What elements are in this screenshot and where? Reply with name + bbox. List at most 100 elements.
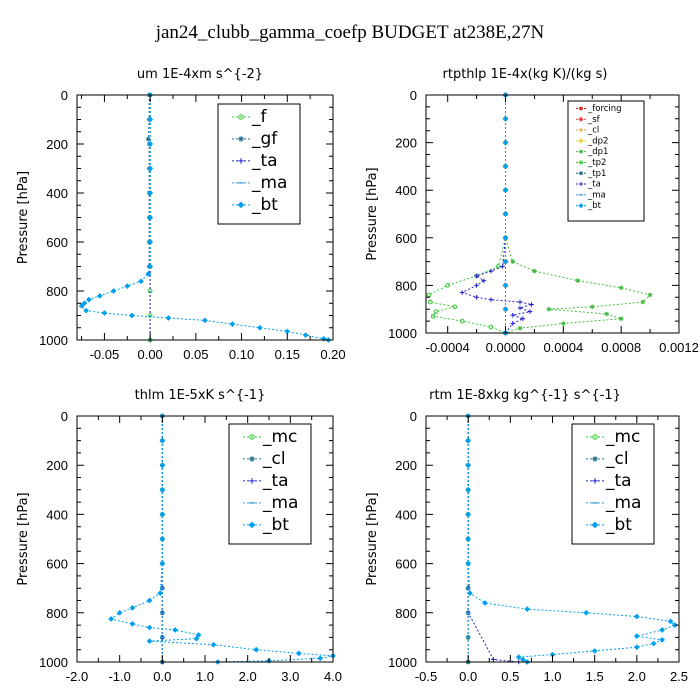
legend-label-bt: _bt — [605, 515, 632, 535]
legend-marker-f — [238, 114, 244, 120]
y-tick-label: 200 — [46, 458, 68, 473]
legend-marker-cl — [592, 456, 598, 462]
x-tick-label: -1.0 — [108, 669, 130, 684]
series-line-dp1 — [505, 95, 652, 334]
data-point-bt — [502, 258, 509, 265]
x-tick-label: 0.0004 — [543, 340, 583, 355]
x-tick-label: 0.20 — [320, 347, 345, 362]
data-point-ta — [474, 283, 479, 288]
legend-label-tp1: _tp1 — [587, 169, 606, 179]
y-tick-label: 1000 — [39, 655, 68, 670]
data-point-bt — [108, 616, 114, 622]
y-tick-label: 600 — [46, 557, 68, 572]
data-point-bt — [229, 321, 236, 327]
legend: _f_gf_ta_ma_bt — [217, 103, 301, 225]
legend-label-dp2: _dp2 — [587, 136, 608, 146]
data-point-bt — [147, 239, 154, 245]
data-point-bt — [502, 163, 509, 170]
data-point-bt — [667, 618, 674, 625]
y-tick-label: 0 — [61, 409, 68, 424]
data-point-bt — [465, 462, 472, 469]
data-point-bt — [465, 560, 472, 567]
y-tick-label: 400 — [46, 507, 68, 522]
x-tick-label: 1.0 — [196, 669, 214, 684]
data-point-dp1 — [546, 306, 552, 312]
legend: _mc_cl_ta_ma_bt — [571, 423, 655, 545]
data-point-gf — [146, 136, 151, 142]
data-point-bt — [138, 278, 144, 285]
data-point-tp2 — [433, 309, 439, 314]
data-point-dp1 — [532, 268, 537, 274]
data-point-dp1 — [575, 278, 581, 283]
data-point-bt — [96, 293, 103, 299]
y-axis-label: Pressure [hPa] — [16, 492, 31, 585]
x-tick-label: 0.15 — [275, 347, 300, 362]
x-tick-label: 1.0 — [543, 669, 561, 684]
data-point-dp1 — [618, 285, 624, 291]
y-tick-label: 800 — [395, 606, 417, 621]
legend-marker-ta — [238, 158, 244, 164]
y-axis-label: Pressure [hPa] — [365, 167, 380, 260]
x-tick-label: -0.5 — [415, 669, 437, 684]
y-axis-label: Pressure [hPa] — [365, 492, 380, 585]
data-point-tp2 — [452, 304, 458, 310]
legend-label-bt: _bt — [262, 515, 289, 535]
data-point-bt — [502, 187, 509, 194]
legend-box — [228, 423, 312, 545]
data-point-bt — [165, 315, 172, 321]
data-point-ta — [510, 321, 516, 326]
y-tick-label: 0 — [61, 88, 68, 103]
legend-label-bt: _bt — [587, 201, 602, 211]
data-point-dp1 — [604, 311, 610, 317]
data-point-ta — [459, 290, 465, 295]
data-point-ta — [529, 302, 534, 307]
chart-panel-4: rtm 1E-8xkg kg^{-1} s^{-1} Pressure [hPa]… — [365, 388, 688, 684]
legend-label-ma: _ma — [587, 190, 606, 200]
panel-title: rtpthlp 1E-4x(kg K)/(kg s) — [443, 67, 608, 82]
data-point-tp2 — [426, 292, 432, 298]
data-point-bt — [83, 307, 90, 314]
x-tick-label: 0.0012 — [659, 340, 699, 355]
y-tick-label: 200 — [395, 136, 417, 151]
legend-label-mc: _mc — [605, 427, 640, 447]
series-group — [78, 92, 332, 343]
data-point-ta — [488, 268, 494, 274]
y-tick-label: 600 — [395, 557, 417, 572]
data-point-bt — [159, 536, 166, 542]
legend-marker-ta — [249, 478, 255, 484]
data-point-bt — [124, 283, 131, 289]
data-point-bt — [145, 270, 152, 277]
data-point-bt — [172, 627, 178, 633]
legend-marker-forcing — [579, 106, 583, 111]
data-point-bt — [159, 462, 166, 469]
data-point-ta — [517, 305, 523, 311]
data-point-bt — [146, 638, 153, 644]
data-point-dp1 — [640, 299, 646, 305]
legend-label-sf: _sf — [587, 115, 601, 125]
figure-title: jan24_clubb_gamma_coefp BUDGET at238E,27… — [155, 22, 545, 43]
series-line-ta — [467, 416, 519, 663]
x-tick-label: 2.0 — [628, 669, 646, 684]
x-tick-label: -0.05 — [90, 347, 120, 362]
data-point-bt — [302, 332, 309, 338]
x-tick-label: 0.0008 — [601, 340, 641, 355]
legend-marker-ta — [592, 478, 598, 484]
data-point-bt — [159, 560, 166, 567]
data-point-bt — [502, 211, 509, 217]
data-point-dp1 — [561, 321, 566, 326]
y-tick-label: 800 — [46, 284, 68, 299]
series-group — [465, 413, 678, 665]
data-point-bt — [502, 282, 509, 289]
data-point-bt — [502, 306, 509, 313]
y-tick-label: 400 — [46, 186, 68, 201]
data-point-bt — [116, 609, 123, 616]
data-point-tp2 — [459, 318, 465, 324]
legend-marker-mc — [592, 434, 598, 440]
data-point-bt — [502, 115, 509, 122]
data-point-tp2 — [427, 299, 433, 305]
data-point-bt — [659, 636, 665, 643]
data-point-tp2 — [430, 314, 436, 319]
y-tick-label: 0 — [410, 88, 417, 103]
data-point-bt — [147, 263, 154, 270]
